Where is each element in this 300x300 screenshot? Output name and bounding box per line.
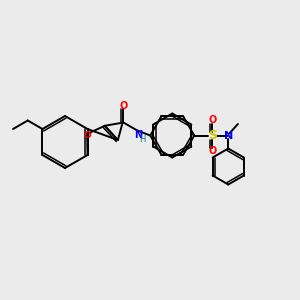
Text: O: O <box>120 100 128 110</box>
Text: N: N <box>224 130 233 140</box>
Text: O: O <box>208 115 216 125</box>
Text: H: H <box>139 135 146 144</box>
Text: S: S <box>208 129 217 142</box>
Text: N: N <box>134 130 142 140</box>
Text: O: O <box>208 146 216 156</box>
Text: O: O <box>83 131 91 140</box>
